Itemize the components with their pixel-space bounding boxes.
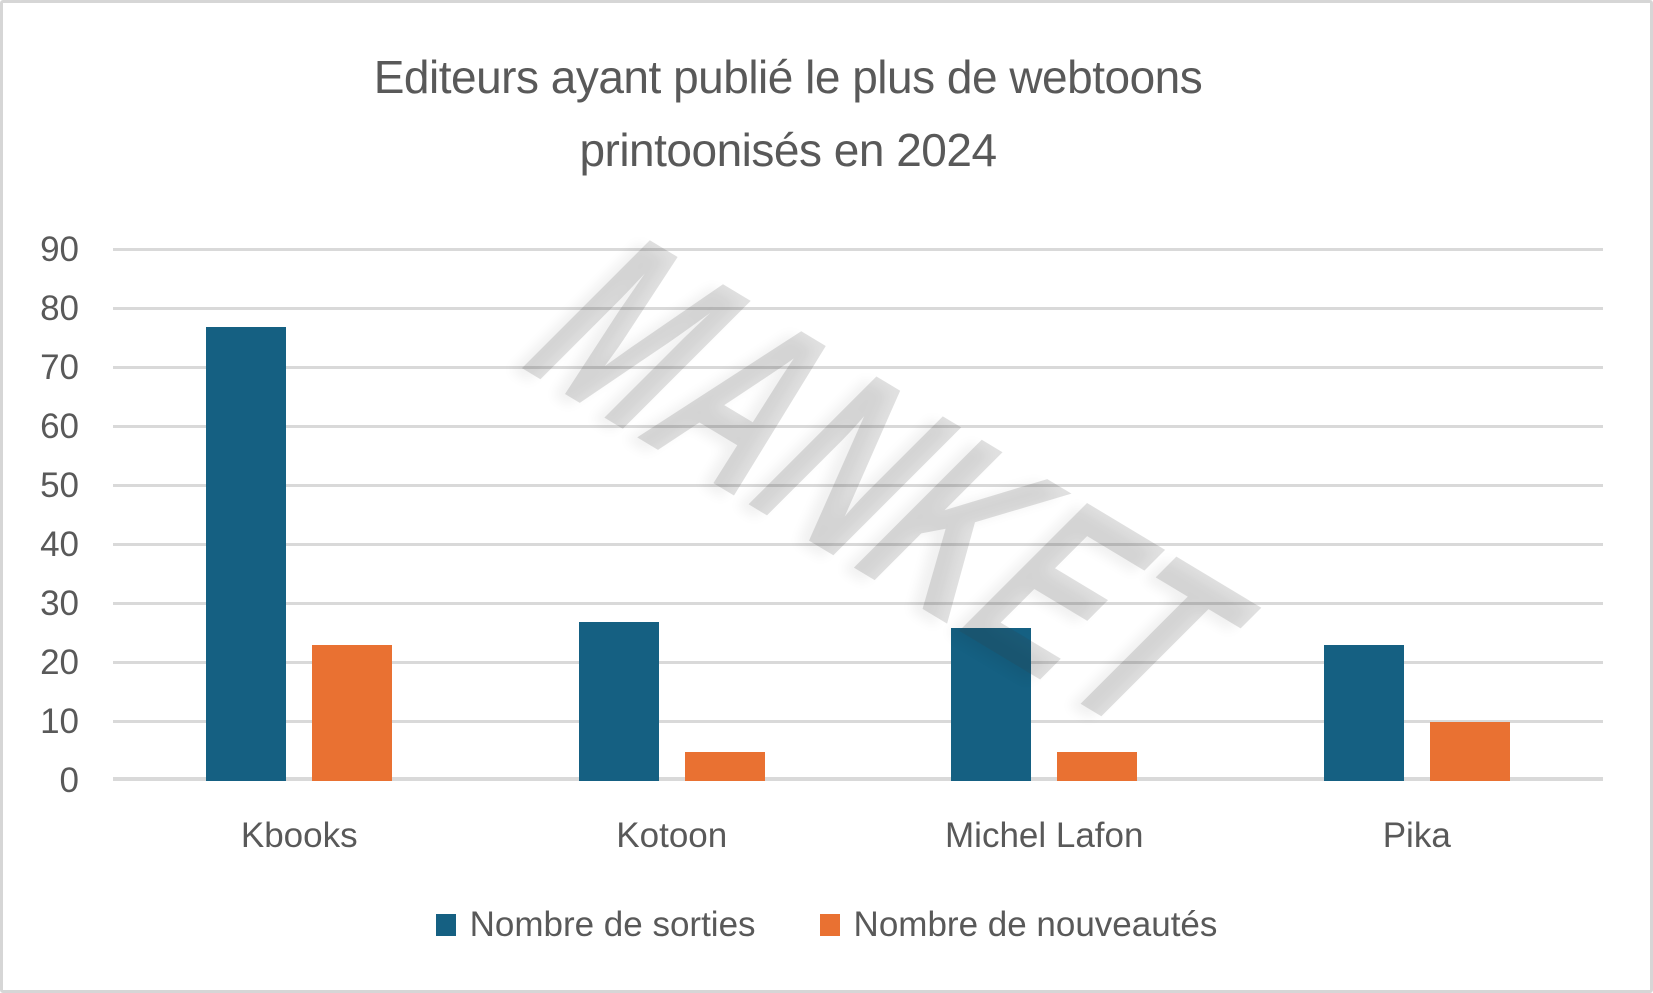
legend-label-nombre-de-sorties: Nombre de sorties [469, 905, 756, 944]
category-slot-michel-lafon [858, 250, 1231, 781]
gridline-10 [113, 720, 1603, 723]
y-tick-label-90: 90 [40, 230, 79, 269]
y-tick-label-70: 70 [40, 348, 79, 387]
legend-key-icon-nombre-de-sorties [435, 914, 456, 936]
bar-nombre-de-sorties-kbooks [206, 326, 287, 781]
x-axis-label-pika: Pika [1382, 816, 1451, 855]
legend-key-icon-nombre-de-nouveautes [819, 914, 840, 936]
bar-nombre-de-sorties-kotoon [578, 621, 659, 781]
chart-title-line1: Editeurs ayant publié le plus de webtoon… [373, 51, 1203, 103]
y-tick-label-60: 60 [40, 407, 79, 446]
y-tick-label-40: 40 [40, 525, 79, 564]
x-axis-label-kotoon: Kotoon [616, 816, 728, 855]
category-slot-pika [1231, 250, 1604, 781]
gridline-30 [113, 602, 1603, 605]
plot-area [113, 248, 1603, 781]
legend: Nombre de sorties Nombre de nouveautés [3, 904, 1650, 946]
chart-title-line2: printoonisés en 2024 [579, 124, 997, 176]
gridline-40 [113, 543, 1603, 546]
bar-nombre-de-sorties-michel-lafon [951, 627, 1032, 781]
y-tick-label-0: 0 [59, 761, 79, 800]
y-tick-label-80: 80 [40, 289, 79, 328]
legend-item-nombre-de-sorties: Nombre de sorties [435, 904, 756, 946]
y-tick-label-10: 10 [40, 702, 79, 741]
y-tick-label-20: 20 [40, 643, 79, 682]
x-axis-label-michel-lafon: Michel Lafon [945, 816, 1144, 855]
bar-nombre-de-nouveautes-pika [1429, 722, 1510, 781]
bar-nombre-de-nouveautes-kotoon [684, 751, 765, 781]
legend-item-nombre-de-nouveautes: Nombre de nouveautés [819, 904, 1218, 946]
x-axis-labels: Kbooks Kotoon Michel Lafon Pika [113, 816, 1603, 856]
category-slot-kotoon [486, 250, 859, 781]
category-slot-kbooks [113, 250, 486, 781]
gridline-60 [113, 425, 1603, 428]
y-tick-label-50: 50 [40, 466, 79, 505]
gridline-50 [113, 484, 1603, 487]
gridline-20 [113, 661, 1603, 664]
gridline-80 [113, 307, 1603, 310]
legend-label-nombre-de-nouveautes: Nombre de nouveautés [853, 905, 1218, 944]
y-tick-label-30: 30 [40, 584, 79, 623]
gridline-70 [113, 366, 1603, 369]
x-axis-label-kbooks: Kbooks [240, 816, 358, 855]
gridline-0 [113, 777, 1603, 781]
bar-nombre-de-nouveautes-kbooks [312, 645, 393, 781]
bar-nombre-de-nouveautes-michel-lafon [1057, 751, 1138, 781]
bar-nombre-de-sorties-pika [1323, 645, 1404, 781]
gridline-90 [113, 248, 1603, 251]
chart-title: Editeurs ayant publié le plus de webtoon… [3, 41, 1573, 187]
bars-container [113, 250, 1603, 781]
